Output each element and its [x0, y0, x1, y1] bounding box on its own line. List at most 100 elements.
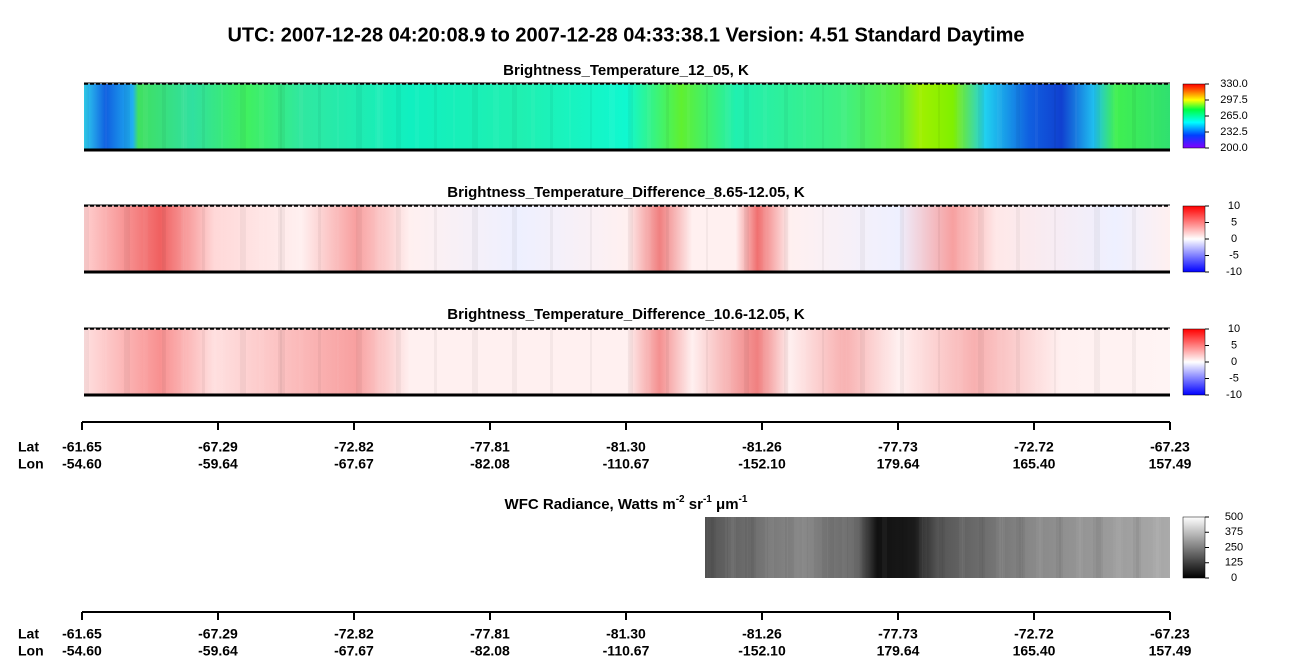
texture — [1036, 517, 1041, 578]
texture — [318, 84, 321, 150]
title-part: -1 — [703, 494, 712, 505]
texture — [803, 84, 806, 150]
texture — [531, 84, 535, 150]
texture — [687, 84, 690, 150]
texture — [997, 84, 1002, 150]
title-part: sr — [685, 496, 704, 513]
texture — [1039, 517, 1043, 578]
texture — [1035, 206, 1038, 272]
texture — [1075, 329, 1077, 395]
lon-title: Lon — [18, 456, 44, 472]
texture — [841, 206, 847, 272]
texture — [1002, 517, 1005, 578]
texture — [377, 329, 383, 395]
texture — [84, 329, 86, 395]
lon-label: 157.49 — [1149, 643, 1192, 659]
lon-label: 165.40 — [1013, 643, 1056, 659]
texture — [337, 84, 339, 150]
texture — [706, 206, 708, 272]
texture — [299, 84, 303, 150]
texture — [899, 517, 903, 578]
texture — [1113, 517, 1119, 578]
texture — [1132, 206, 1136, 272]
texture — [808, 517, 814, 578]
texture — [1094, 329, 1100, 395]
texture — [105, 84, 107, 150]
lon-label: -67.67 — [334, 643, 374, 659]
texture — [493, 84, 499, 150]
lon-label: -82.08 — [470, 456, 510, 472]
texture — [1151, 329, 1154, 395]
lat-label: -67.29 — [198, 439, 238, 455]
texture — [822, 329, 824, 395]
texture — [84, 84, 86, 150]
texture — [751, 517, 756, 578]
texture — [1054, 84, 1056, 150]
texture — [647, 206, 651, 272]
texture — [902, 517, 905, 578]
panel-title: Brightness_Temperature_Difference_10.6-1… — [447, 306, 805, 323]
lon-label: -54.60 — [62, 456, 102, 472]
texture — [939, 517, 943, 578]
texture — [919, 206, 922, 272]
texture — [1132, 84, 1136, 150]
texture — [202, 206, 205, 272]
texture — [881, 329, 886, 395]
texture — [278, 206, 282, 272]
texture — [202, 84, 205, 150]
texture — [162, 206, 166, 272]
texture — [569, 84, 571, 150]
texture — [512, 84, 517, 150]
texture — [666, 84, 669, 150]
texture — [434, 329, 437, 395]
colorbar-label: 265.0 — [1220, 110, 1248, 122]
texture — [472, 84, 478, 150]
texture — [628, 329, 633, 395]
texture — [1022, 517, 1025, 578]
texture — [609, 84, 615, 150]
texture — [240, 84, 246, 150]
texture — [124, 84, 130, 150]
texture — [687, 329, 690, 395]
texture — [259, 206, 264, 272]
texture — [919, 84, 922, 150]
lon-label: -82.08 — [470, 643, 510, 659]
texture — [825, 517, 827, 578]
texture — [86, 84, 89, 150]
lat-label: -77.81 — [470, 439, 510, 455]
texture — [162, 329, 166, 395]
texture — [848, 517, 854, 578]
texture — [1136, 517, 1141, 578]
texture — [841, 329, 847, 395]
texture — [765, 517, 767, 578]
texture — [1075, 206, 1077, 272]
texture — [1076, 517, 1081, 578]
texture — [959, 517, 963, 578]
texture — [938, 206, 940, 272]
texture — [763, 84, 767, 150]
colorbar-label: 5 — [1231, 216, 1237, 228]
texture — [822, 84, 824, 150]
lat-title: Lat — [18, 439, 39, 455]
panel-title: WFC Radiance, Watts m-2 sr-1 μm-1 — [505, 494, 748, 513]
texture — [181, 84, 184, 150]
texture — [493, 206, 499, 272]
lon-label: -152.10 — [738, 456, 786, 472]
texture — [512, 206, 517, 272]
texture — [745, 517, 747, 578]
colorbar-label: 375 — [1225, 526, 1243, 538]
texture — [725, 84, 731, 150]
texture — [784, 206, 788, 272]
texture — [860, 206, 865, 272]
texture — [434, 84, 437, 150]
texture — [628, 206, 633, 272]
colorbar-label: 125 — [1225, 557, 1243, 569]
colorbar-label: 232.5 — [1220, 126, 1248, 138]
texture — [647, 84, 651, 150]
data-image — [84, 206, 1170, 272]
texture — [375, 206, 380, 272]
texture — [841, 84, 847, 150]
texture — [744, 329, 749, 395]
texture — [978, 206, 984, 272]
texture — [938, 329, 940, 395]
